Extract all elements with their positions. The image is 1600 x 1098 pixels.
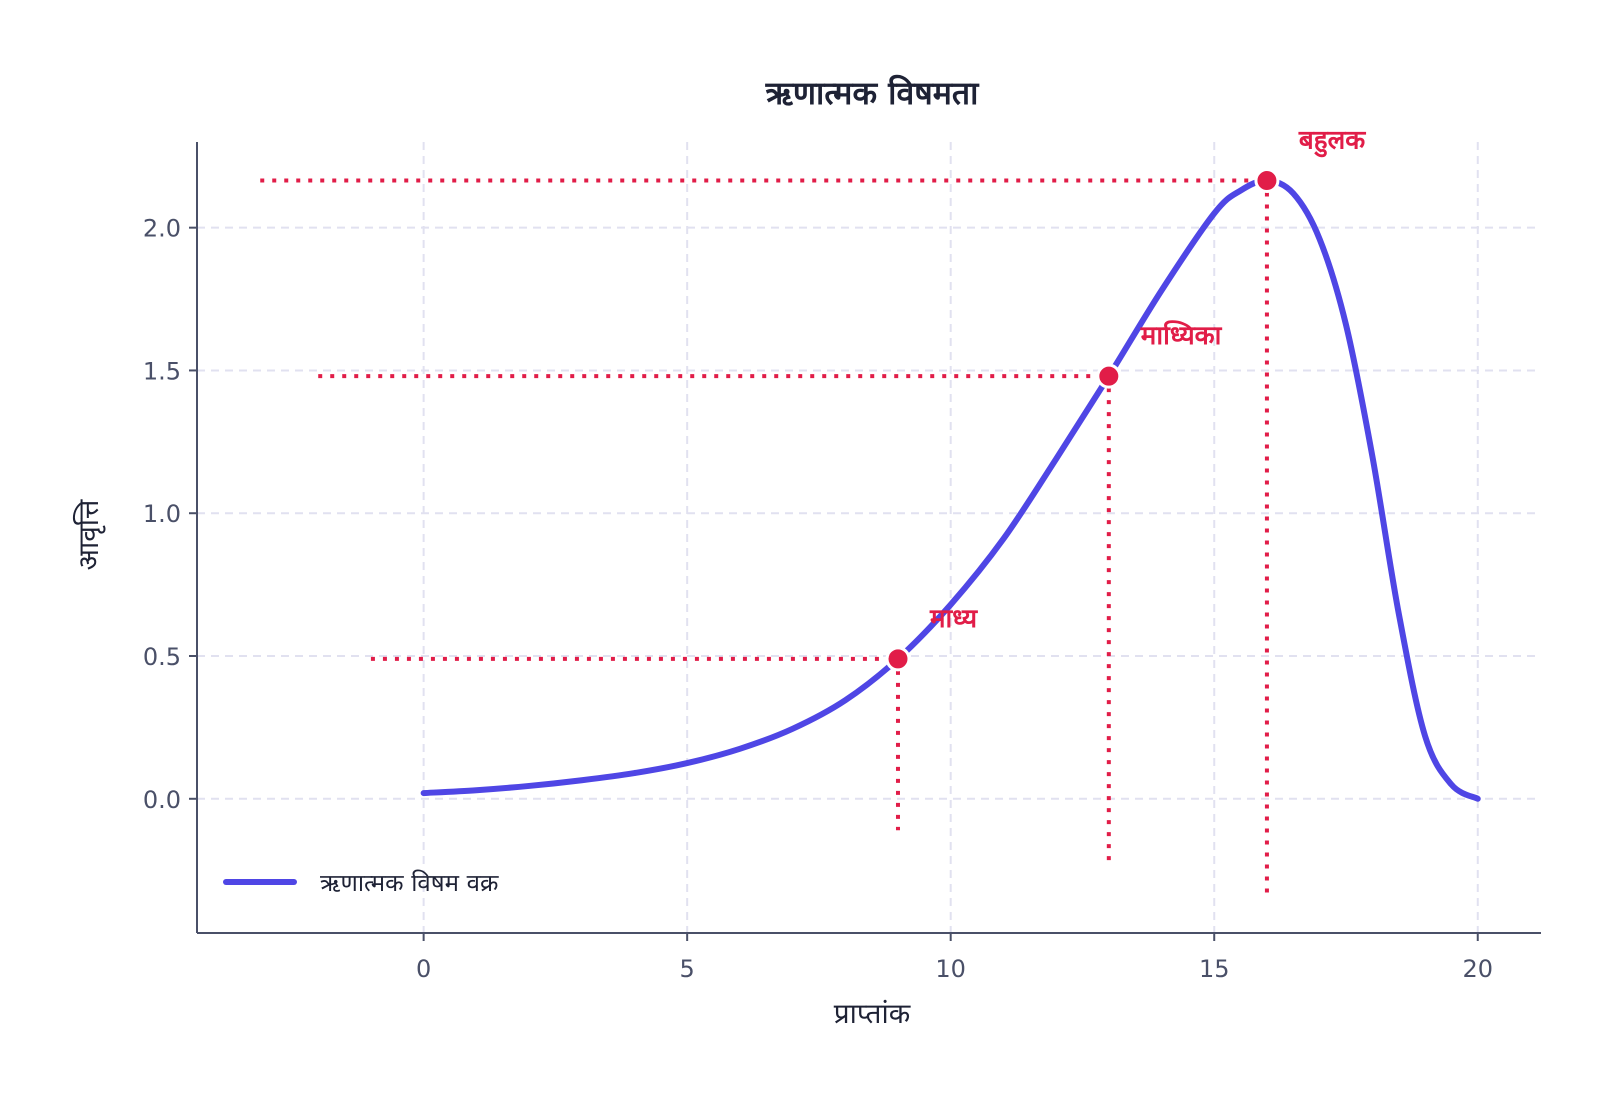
y-axis-ticks: 0.0 0.5 1.0 1.5 2.0 bbox=[143, 215, 197, 814]
y-tick-label: 2.0 bbox=[143, 215, 181, 243]
x-tick-label: 0 bbox=[416, 955, 431, 983]
grid bbox=[197, 142, 1541, 933]
marker-point bbox=[885, 646, 911, 672]
marker-point bbox=[1096, 363, 1122, 389]
chart-title: ऋणात्मक विषमता bbox=[765, 74, 981, 112]
marker-points bbox=[885, 168, 1280, 672]
x-axis-ticks: 0 5 10 15 20 bbox=[416, 933, 1493, 983]
x-tick-label: 20 bbox=[1462, 955, 1493, 983]
x-tick-label: 10 bbox=[935, 955, 966, 983]
legend-entry: ऋणात्मक विषम वक्र bbox=[320, 869, 499, 897]
y-tick-label: 0.5 bbox=[143, 643, 181, 671]
y-axis-label: आवृत्ति bbox=[72, 499, 106, 570]
x-tick-label: 15 bbox=[1199, 955, 1230, 983]
marker-label: बहुलक bbox=[1298, 126, 1366, 158]
marker-point bbox=[1254, 168, 1280, 194]
marker-labels: माध्य माध्यिका बहुलक bbox=[929, 126, 1366, 634]
x-tick-label: 5 bbox=[680, 955, 695, 983]
y-tick-label: 0.0 bbox=[143, 786, 181, 814]
legend: ऋणात्मक विषम वक्र bbox=[223, 869, 499, 897]
marker-label: माध्य bbox=[929, 604, 978, 634]
x-axis-label: प्राप्तांक bbox=[834, 997, 911, 1030]
y-tick-label: 1.5 bbox=[143, 357, 181, 385]
y-tick-label: 1.0 bbox=[143, 500, 181, 528]
marker-label: माध्यिका bbox=[1140, 320, 1223, 351]
marker-guides bbox=[260, 178, 1269, 896]
